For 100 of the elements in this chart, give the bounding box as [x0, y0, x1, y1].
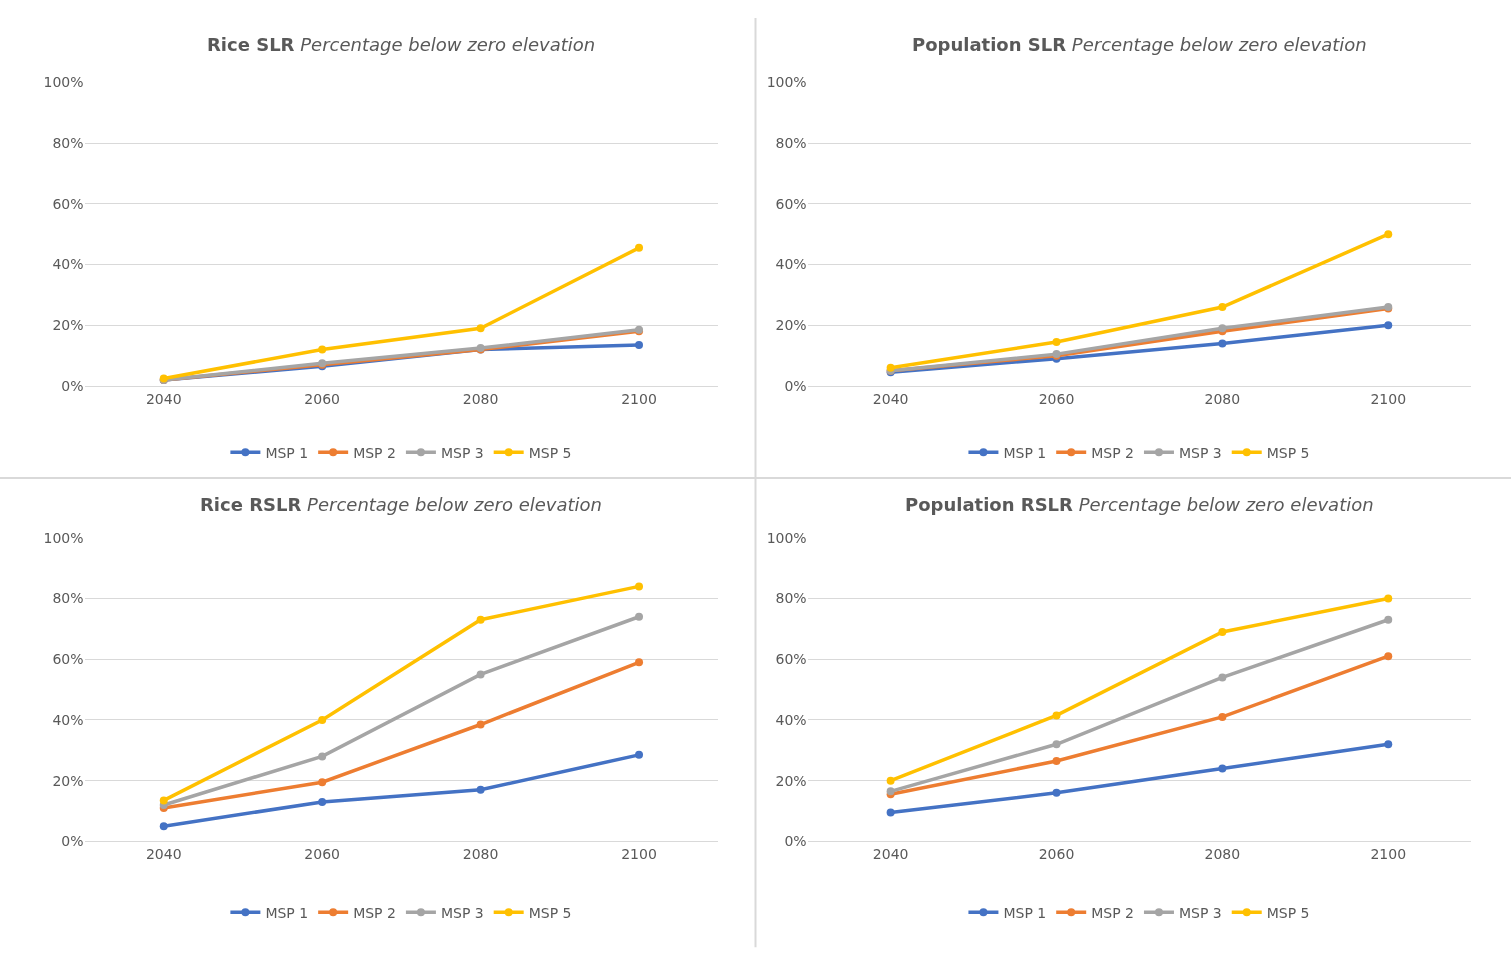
- point: [476, 670, 485, 679]
- x-tick-label: 2040: [872, 390, 909, 407]
- x-tick-label: 2060: [304, 390, 340, 407]
- point: [476, 720, 485, 729]
- point: [1052, 711, 1061, 720]
- point: [159, 822, 168, 831]
- x-tick-label: 2040: [145, 390, 182, 407]
- x-tick-label: 2080: [1204, 846, 1241, 863]
- y-tick-label: 60%: [775, 195, 807, 212]
- x-tick-label: 2040: [872, 846, 909, 863]
- legend-label: MSP 5: [1266, 444, 1310, 461]
- point: [635, 582, 644, 591]
- point: [1052, 788, 1061, 797]
- y-tick-label: 0%: [61, 833, 84, 850]
- point: [1218, 627, 1227, 636]
- x-tick-label: 2100: [1370, 846, 1407, 863]
- point: [1052, 756, 1061, 765]
- x-tick-label: 2100: [1370, 390, 1407, 407]
- point: [635, 341, 644, 350]
- y-tick-label: 0%: [784, 833, 807, 850]
- legend-label: MSP 2: [353, 904, 396, 921]
- y-tick-label: 60%: [52, 195, 84, 212]
- point: [159, 796, 168, 805]
- point: [476, 785, 485, 794]
- legend-label: MSP 3: [1178, 444, 1222, 461]
- x-tick-label: 2100: [621, 390, 657, 407]
- point: [318, 778, 327, 787]
- chart-subtitle: Percentage below zero elevation: [300, 34, 596, 55]
- legend-label: MSP 3: [440, 904, 484, 921]
- point: [1384, 230, 1393, 239]
- chart-subtitle: Percentage below zero elevation: [307, 494, 603, 515]
- legend-label: MSP 1: [1003, 904, 1047, 921]
- chart-subtitle: Percentage below zero elevation: [1071, 34, 1367, 55]
- y-tick-label: 40%: [52, 256, 84, 273]
- y-tick-label: 80%: [52, 590, 84, 607]
- legend-label: MSP 5: [528, 444, 572, 461]
- x-tick-label: 2060: [1038, 390, 1075, 407]
- chart-title: Population SLR: [912, 34, 1067, 55]
- chart-subtitle: Percentage below zero elevation: [1078, 494, 1374, 515]
- legend-label: MSP 1: [265, 444, 309, 461]
- y-tick-label: 60%: [775, 651, 807, 668]
- y-tick-label: 100%: [43, 74, 84, 91]
- point: [318, 752, 327, 761]
- point: [635, 612, 644, 621]
- point: [1218, 764, 1227, 773]
- point: [1384, 740, 1393, 749]
- point: [886, 776, 895, 785]
- point: [1384, 652, 1393, 661]
- y-tick-label: 100%: [766, 529, 807, 546]
- x-tick-label: 2060: [1038, 846, 1075, 863]
- y-tick-label: 0%: [784, 377, 807, 394]
- x-tick-label: 2080: [462, 390, 499, 407]
- chart-title: Population RSLR: [905, 494, 1074, 515]
- point: [1052, 740, 1061, 749]
- point: [1384, 615, 1393, 624]
- y-tick-label: 20%: [52, 772, 84, 789]
- point: [318, 345, 327, 354]
- legend-label: MSP 2: [1091, 444, 1134, 461]
- legend-label: MSP 2: [353, 444, 396, 461]
- point: [476, 324, 485, 333]
- legend-label: MSP 3: [440, 444, 484, 461]
- point: [1218, 339, 1227, 348]
- legend-label: MSP 1: [1003, 444, 1047, 461]
- point: [635, 750, 644, 759]
- chart-title: Rice RSLR: [200, 494, 302, 515]
- y-tick-label: 20%: [52, 317, 84, 334]
- legend-label: MSP 5: [1266, 904, 1310, 921]
- legend-label: MSP 2: [1091, 904, 1134, 921]
- y-tick-label: 20%: [775, 772, 807, 789]
- point: [1218, 712, 1227, 721]
- y-tick-label: 40%: [52, 711, 84, 728]
- point: [886, 808, 895, 817]
- point: [635, 658, 644, 667]
- y-tick-label: 40%: [775, 711, 807, 728]
- y-tick-label: 0%: [61, 377, 84, 394]
- y-tick-label: 100%: [43, 529, 84, 546]
- chart-title: Rice SLR: [207, 34, 295, 55]
- point: [1384, 594, 1393, 603]
- y-tick-label: 20%: [775, 317, 807, 334]
- point: [1052, 337, 1061, 346]
- legend-label: MSP 5: [528, 904, 572, 921]
- point: [1384, 321, 1393, 330]
- x-tick-label: 2100: [621, 846, 657, 863]
- legend-label: MSP 3: [1178, 904, 1222, 921]
- point: [318, 715, 327, 724]
- y-tick-label: 60%: [52, 651, 84, 668]
- y-tick-label: 100%: [766, 74, 807, 91]
- x-tick-label: 2080: [462, 846, 499, 863]
- y-tick-label: 80%: [52, 135, 84, 152]
- y-tick-label: 80%: [775, 590, 807, 607]
- point: [318, 797, 327, 806]
- point: [635, 243, 644, 252]
- y-tick-label: 40%: [775, 256, 807, 273]
- x-tick-label: 2060: [304, 846, 340, 863]
- point: [476, 615, 485, 624]
- x-tick-label: 2080: [1204, 390, 1241, 407]
- point: [1218, 673, 1227, 682]
- legend-label: MSP 1: [265, 904, 309, 921]
- point: [1218, 303, 1227, 312]
- x-tick-label: 2040: [145, 846, 182, 863]
